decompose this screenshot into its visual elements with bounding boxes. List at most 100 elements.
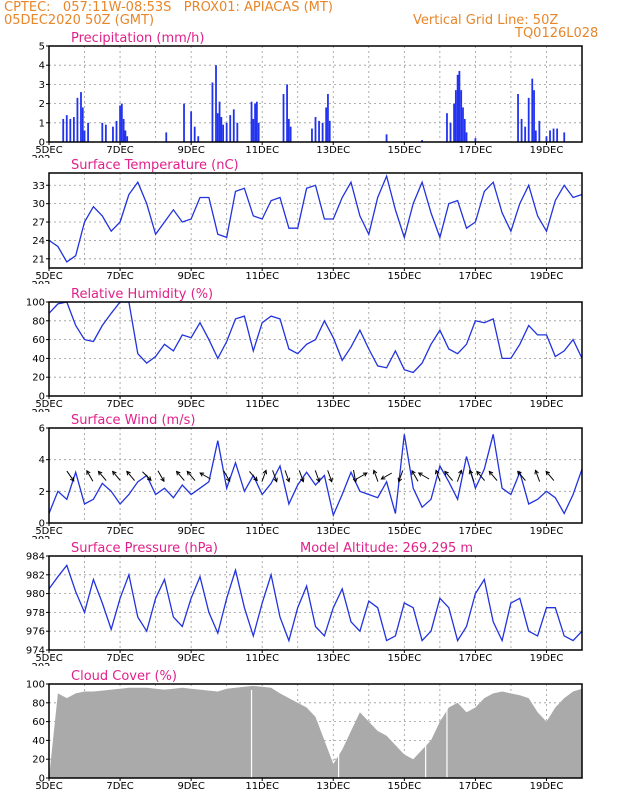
x-tick-label: 9DEC bbox=[177, 781, 204, 792]
series-line bbox=[48, 564, 583, 643]
wind-arrow bbox=[314, 470, 320, 482]
y-tick-label: 20 bbox=[32, 755, 45, 766]
wind-arrow bbox=[223, 470, 231, 482]
wind-arrow bbox=[381, 472, 393, 480]
precip-bar bbox=[119, 105, 121, 142]
precip-bar bbox=[80, 92, 82, 142]
header-line1: CPTEC: 057:11W-08:53S PROX01: APIACAS (M… bbox=[4, 0, 333, 15]
precip-bar bbox=[254, 103, 256, 142]
precip-bar bbox=[257, 122, 260, 142]
y-tick-label: 5 bbox=[39, 42, 45, 53]
precip-bar bbox=[104, 124, 107, 142]
y-tick-label: 0 bbox=[39, 392, 45, 403]
precip-bar bbox=[101, 122, 104, 142]
wind-arrow-head bbox=[86, 469, 91, 475]
wind-arrow-head bbox=[253, 476, 258, 482]
y-tick-label: 974 bbox=[26, 646, 45, 657]
wind-arrow-head bbox=[315, 477, 321, 483]
precip-bar bbox=[69, 118, 72, 142]
precip-bar bbox=[421, 140, 423, 142]
x-tick-label: 17DEC bbox=[459, 526, 493, 537]
x-tick-label: 15DEC bbox=[387, 271, 421, 282]
panel-title: Surface Wind (m/s) bbox=[71, 413, 195, 428]
wind-arrow bbox=[488, 471, 498, 481]
wind-arrow bbox=[411, 470, 419, 482]
wind-arrow bbox=[157, 470, 165, 482]
wind-arrow-head bbox=[175, 470, 181, 476]
precip-bar bbox=[318, 120, 320, 142]
wind-arrow bbox=[398, 470, 404, 482]
wind-arrow bbox=[186, 471, 196, 481]
panel-title: Precipitation (mm/h) bbox=[71, 31, 204, 46]
precip-bar bbox=[211, 82, 214, 142]
precip-bar bbox=[120, 103, 123, 142]
precip-bar bbox=[458, 70, 461, 142]
wind-arrow bbox=[126, 471, 135, 481]
wind-arrow bbox=[435, 470, 441, 482]
x-tick-label: 17DEC bbox=[459, 145, 493, 156]
precip-bar bbox=[462, 107, 464, 142]
precip-bar bbox=[183, 103, 185, 142]
precip-bar bbox=[218, 101, 221, 142]
precip-bar bbox=[193, 126, 196, 142]
x-tick-label: 19DEC bbox=[530, 399, 564, 410]
x-tick-label: 9DEC bbox=[177, 271, 204, 282]
precip-bar bbox=[65, 115, 68, 142]
header-line3-right: TQ0126L028 bbox=[515, 26, 599, 41]
wind-arrow bbox=[86, 470, 94, 482]
panel-frame bbox=[48, 45, 583, 143]
y-tick-label: 982 bbox=[26, 570, 45, 581]
x-tick-label: 13DEC bbox=[316, 653, 350, 664]
y-tick-label: 0 bbox=[39, 138, 45, 149]
y-tick-label: 80 bbox=[32, 698, 45, 709]
precip-bar bbox=[282, 94, 285, 142]
wind-arrow-head bbox=[273, 477, 278, 483]
wind-arrow bbox=[249, 471, 258, 481]
precip-bar bbox=[453, 103, 455, 142]
x-tick-label: 7DEC bbox=[106, 526, 133, 537]
x-tick-label: 15DEC bbox=[387, 399, 421, 410]
wind-arrow bbox=[284, 470, 290, 482]
precip-bar bbox=[527, 97, 530, 142]
precip-bar bbox=[62, 118, 65, 142]
wind-arrow-head bbox=[372, 469, 378, 475]
header-line2-right: Vertical Grid Line: 50Z bbox=[413, 13, 559, 28]
wind-arrow bbox=[476, 471, 485, 481]
precip-bar bbox=[449, 122, 452, 142]
x-tick-label: 9DEC bbox=[177, 653, 204, 664]
precip-bar bbox=[87, 122, 89, 142]
y-tick-label: 976 bbox=[26, 627, 45, 638]
wind-arrow-head bbox=[534, 469, 539, 475]
precip-bar bbox=[165, 132, 168, 142]
wind-arrow-head bbox=[476, 470, 481, 476]
wind-arrow-head bbox=[417, 472, 423, 477]
precip-bar bbox=[474, 138, 477, 142]
precip-bar bbox=[286, 84, 288, 142]
precip-bar bbox=[517, 94, 519, 142]
wind-arrow bbox=[98, 471, 107, 481]
precip-bar bbox=[72, 117, 75, 142]
y-tick-label: 984 bbox=[26, 552, 45, 563]
precip-bar bbox=[232, 109, 235, 142]
y-tick-label: 6 bbox=[39, 424, 45, 435]
wind-arrow-head bbox=[380, 475, 386, 480]
x-tick-label: 13DEC bbox=[316, 781, 350, 792]
precip-bar bbox=[534, 130, 537, 142]
y-tick-label: 100 bbox=[26, 298, 45, 309]
year-fragment: 202 bbox=[31, 662, 50, 673]
precip-bar bbox=[225, 122, 228, 142]
y-tick-label: 21 bbox=[32, 254, 45, 265]
panel-title: Cloud Cover (%) bbox=[71, 669, 177, 684]
x-tick-label: 5DEC bbox=[35, 271, 62, 282]
x-tick-label: 9DEC bbox=[177, 399, 204, 410]
precip-bar bbox=[524, 126, 527, 142]
precip-bar bbox=[76, 97, 79, 142]
wind-arrow-head bbox=[225, 477, 231, 483]
y-tick-label: 24 bbox=[32, 236, 45, 247]
wind-arrow-head bbox=[352, 477, 358, 483]
wind-arrow-head bbox=[199, 472, 205, 477]
wind-arrow-head bbox=[458, 469, 463, 475]
precip-bar bbox=[216, 113, 219, 142]
precip-bar bbox=[385, 134, 388, 142]
panel-frame bbox=[48, 427, 583, 524]
